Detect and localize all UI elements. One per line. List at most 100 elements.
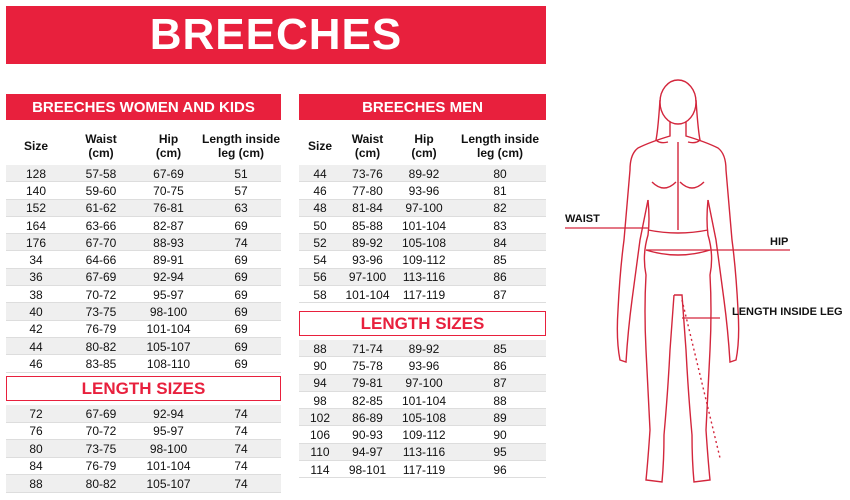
table-cell: 176 (25, 235, 47, 250)
table-cell: 82 (493, 201, 507, 216)
table-row (6, 165, 281, 183)
table-cell: 89-92 (408, 341, 440, 356)
table-cell: 69 (234, 253, 248, 268)
table-cell: 36 (29, 270, 43, 285)
table-cell: 90-93 (352, 428, 383, 443)
table-cell: 88 (493, 393, 507, 408)
table-cell: 80 (29, 441, 43, 456)
table-cell: 67-70 (85, 235, 117, 250)
table-cell: 85-88 (352, 218, 383, 233)
table-cell: 74 (234, 424, 248, 439)
table-title: BREECHES WOMEN AND KIDS (6, 94, 281, 120)
table-row (299, 165, 546, 183)
column-header: Size (307, 139, 332, 153)
table-row (299, 216, 546, 235)
table-row (6, 268, 281, 287)
table-cell: 93-96 (408, 183, 440, 198)
table-cell: 164 (25, 218, 47, 233)
table-cell: 117-119 (402, 287, 446, 302)
table-cell: 69 (234, 270, 248, 285)
hip-label: HIP (770, 236, 789, 248)
table-cell: 58 (313, 287, 327, 302)
table-cell: 76-79 (85, 322, 117, 337)
table-cell: 94 (313, 376, 327, 391)
table-row (299, 268, 546, 287)
table-cell: 80-82 (85, 339, 117, 354)
length-sizes-title: LENGTH SIZES (299, 311, 546, 336)
table-cell: 105-108 (401, 410, 447, 425)
table-cell: 74 (234, 235, 248, 250)
table-cell: 84 (29, 459, 43, 474)
table-cell: 70-75 (153, 183, 184, 198)
table-cell: 74 (234, 476, 248, 491)
table-cell: 102 (309, 410, 331, 425)
table-cell: 90 (493, 428, 507, 443)
table-cell: 76-81 (153, 201, 184, 216)
table-cell: 56 (313, 270, 327, 285)
table-cell: 57-58 (85, 166, 117, 181)
table-row (299, 234, 546, 252)
table-cell: 95-97 (153, 287, 184, 302)
table-row (6, 216, 281, 235)
table-cell: 105-108 (401, 235, 447, 250)
table-row (6, 199, 281, 217)
table-cell: 82-87 (153, 218, 184, 233)
table-cell: 90 (313, 358, 327, 373)
table-row (6, 338, 281, 356)
table-title: BREECHES MEN (299, 94, 546, 120)
table-cell: 95-97 (153, 424, 184, 439)
table-cell: 69 (234, 322, 248, 337)
table-cell: 69 (234, 356, 248, 371)
table-cell: 83 (493, 218, 507, 233)
table-cell: 63 (234, 201, 248, 216)
column-header: Hip (cm) (155, 132, 182, 160)
table-cell: 75-78 (352, 358, 383, 373)
column-header: Length inside leg (cm) (202, 132, 280, 160)
table-cell: 86-89 (352, 410, 383, 425)
table-row (6, 234, 281, 252)
body-figure (565, 79, 790, 483)
table-cell: 140 (25, 183, 47, 198)
column-header: Hip (cm) (411, 132, 437, 160)
column-header: Waist (cm) (351, 132, 384, 160)
table-row (299, 357, 546, 375)
column-header: Size (23, 139, 48, 153)
table-cell: 89-91 (153, 253, 184, 268)
table-cell: 114 (310, 462, 330, 477)
table-cell: 76 (29, 424, 43, 439)
table-row (6, 286, 281, 304)
table-cell: 92-94 (153, 406, 184, 421)
table-row (299, 374, 546, 392)
table-cell: 73-75 (85, 441, 117, 456)
table-row (6, 440, 281, 458)
table-cell: 38 (29, 287, 43, 302)
waist-label: WAIST (565, 213, 600, 225)
table-cell: 97-100 (405, 376, 443, 391)
table-cell: 69 (234, 218, 248, 233)
table-row (6, 422, 281, 440)
table-cell: 69 (234, 305, 248, 320)
table-cell: 101-104 (146, 322, 191, 337)
table-cell: 101-104 (401, 218, 447, 233)
table-cell: 50 (313, 218, 327, 233)
table-cell: 96 (493, 462, 507, 477)
table-cell: 128 (25, 166, 47, 181)
table-row (299, 461, 546, 479)
table-cell: 74 (234, 406, 248, 421)
table-cell: 67-69 (85, 406, 117, 421)
table-row (6, 303, 281, 321)
table-row (6, 251, 281, 269)
table-row (299, 286, 546, 304)
table-cell: 81 (493, 183, 507, 198)
table-cell: 69 (234, 339, 248, 354)
table-cell: 46 (29, 356, 43, 371)
table-cell: 85 (493, 253, 507, 268)
table-cell: 59-60 (85, 183, 117, 198)
table-cell: 61-62 (85, 201, 117, 216)
table-cell: 34 (29, 253, 43, 268)
table-cell: 98-100 (149, 441, 188, 456)
table-cell: 92-94 (153, 270, 184, 285)
table-row (299, 409, 546, 427)
table-cell: 97-100 (405, 201, 443, 216)
table-cell: 113-116 (402, 445, 446, 460)
